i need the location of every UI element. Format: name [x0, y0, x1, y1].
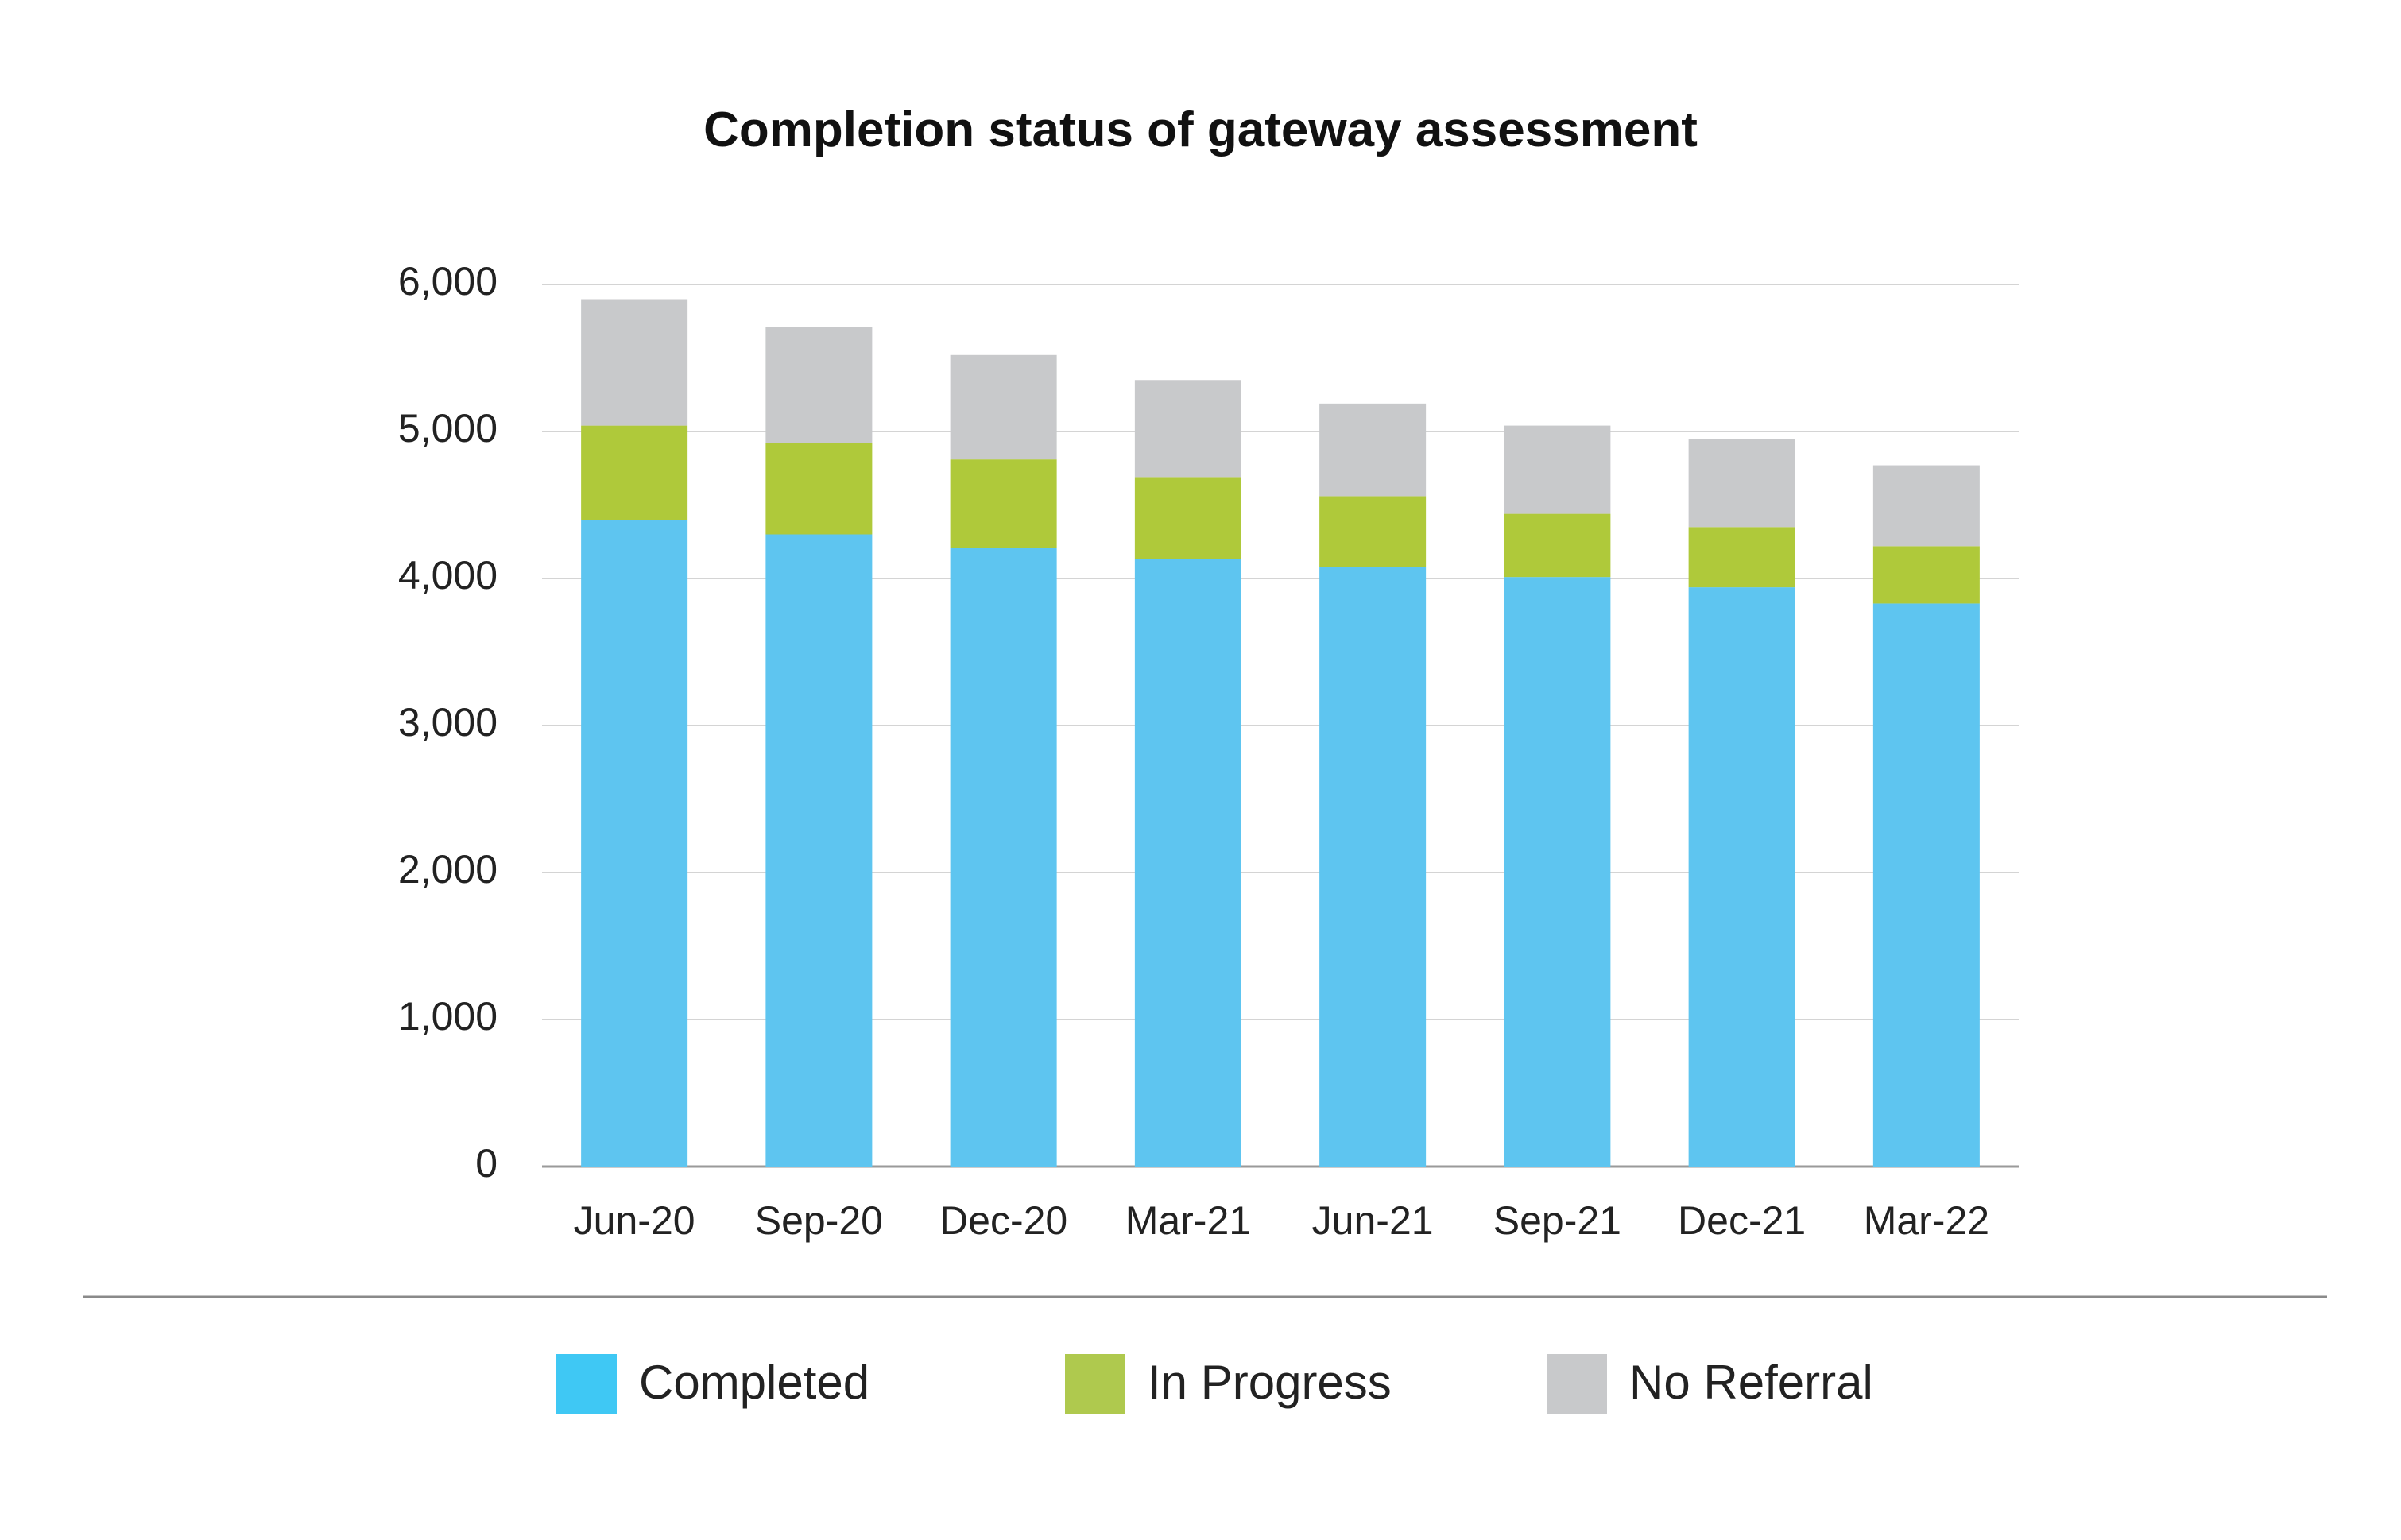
bar-in-progress-jun-21	[1319, 496, 1427, 567]
bar-completed-mar-21	[1134, 559, 1241, 1167]
legend-swatch-completed	[556, 1354, 617, 1414]
y-tick-label: 4,000	[398, 553, 498, 598]
bar-in-progress-dec-21	[1688, 527, 1795, 588]
bar-no-referral-mar-21	[1134, 380, 1241, 478]
legend-label-in-progress: In Progress	[1148, 1356, 1392, 1409]
legend: Completed In Progress No Referral	[556, 1354, 1873, 1414]
bar-completed-sep-20	[765, 534, 873, 1167]
bar-no-referral-dec-20	[950, 354, 1057, 460]
bar-in-progress-mar-22	[1872, 546, 1980, 604]
bar-no-referral-sep-21	[1504, 425, 1611, 514]
bars	[581, 299, 1980, 1167]
y-tick-label: 3,000	[398, 700, 498, 745]
x-axis-ticks: Jun-20 Sep-20 Dec-20 Mar-21 Jun-21 Sep-21 Dec-…	[574, 1198, 1989, 1243]
bar-completed-jun-20	[581, 520, 688, 1167]
x-tick-label: Mar-21	[1125, 1198, 1251, 1243]
bar-completed-mar-22	[1872, 603, 1980, 1167]
x-tick-label: Jun-20	[574, 1198, 695, 1243]
bar-in-progress-jun-20	[581, 425, 688, 520]
x-tick-label: Dec-21	[1678, 1198, 1806, 1243]
y-tick-label: 5,000	[398, 406, 498, 451]
bar-completed-dec-21	[1688, 587, 1795, 1167]
bar-in-progress-dec-20	[950, 459, 1057, 548]
chart-title: Completion status of gateway assessment	[703, 103, 1698, 157]
gridlines	[542, 284, 2019, 1168]
y-axis-ticks: 0 1,000 2,000 3,000 4,000 5,000 6,000	[398, 259, 498, 1186]
legend-label-no-referral: No Referral	[1629, 1356, 1873, 1409]
legend-label-completed: Completed	[639, 1356, 869, 1409]
y-tick-label: 1,000	[398, 994, 498, 1039]
bar-no-referral-sep-20	[765, 327, 873, 443]
bar-in-progress-sep-20	[765, 443, 873, 535]
legend-swatch-no-referral	[1547, 1354, 1607, 1414]
bar-no-referral-jun-21	[1319, 403, 1427, 497]
bar-completed-dec-20	[950, 548, 1057, 1167]
bar-completed-jun-21	[1319, 567, 1427, 1167]
x-tick-label: Jun-21	[1312, 1198, 1434, 1243]
bar-no-referral-dec-21	[1688, 439, 1795, 528]
bar-no-referral-jun-20	[581, 299, 688, 426]
x-tick-label: Sep-21	[1493, 1198, 1621, 1243]
bar-completed-sep-21	[1504, 577, 1611, 1167]
x-tick-label: Sep-20	[755, 1198, 883, 1243]
bar-in-progress-sep-21	[1504, 513, 1611, 578]
y-tick-label: 0	[475, 1141, 498, 1186]
legend-swatch-in-progress	[1065, 1354, 1125, 1414]
bar-in-progress-mar-21	[1134, 477, 1241, 559]
bar-no-referral-mar-22	[1872, 465, 1980, 547]
x-tick-label: Dec-20	[939, 1198, 1067, 1243]
y-tick-label: 2,000	[398, 847, 498, 892]
x-tick-label: Mar-22	[1864, 1198, 1989, 1243]
y-tick-label: 6,000	[398, 259, 498, 304]
